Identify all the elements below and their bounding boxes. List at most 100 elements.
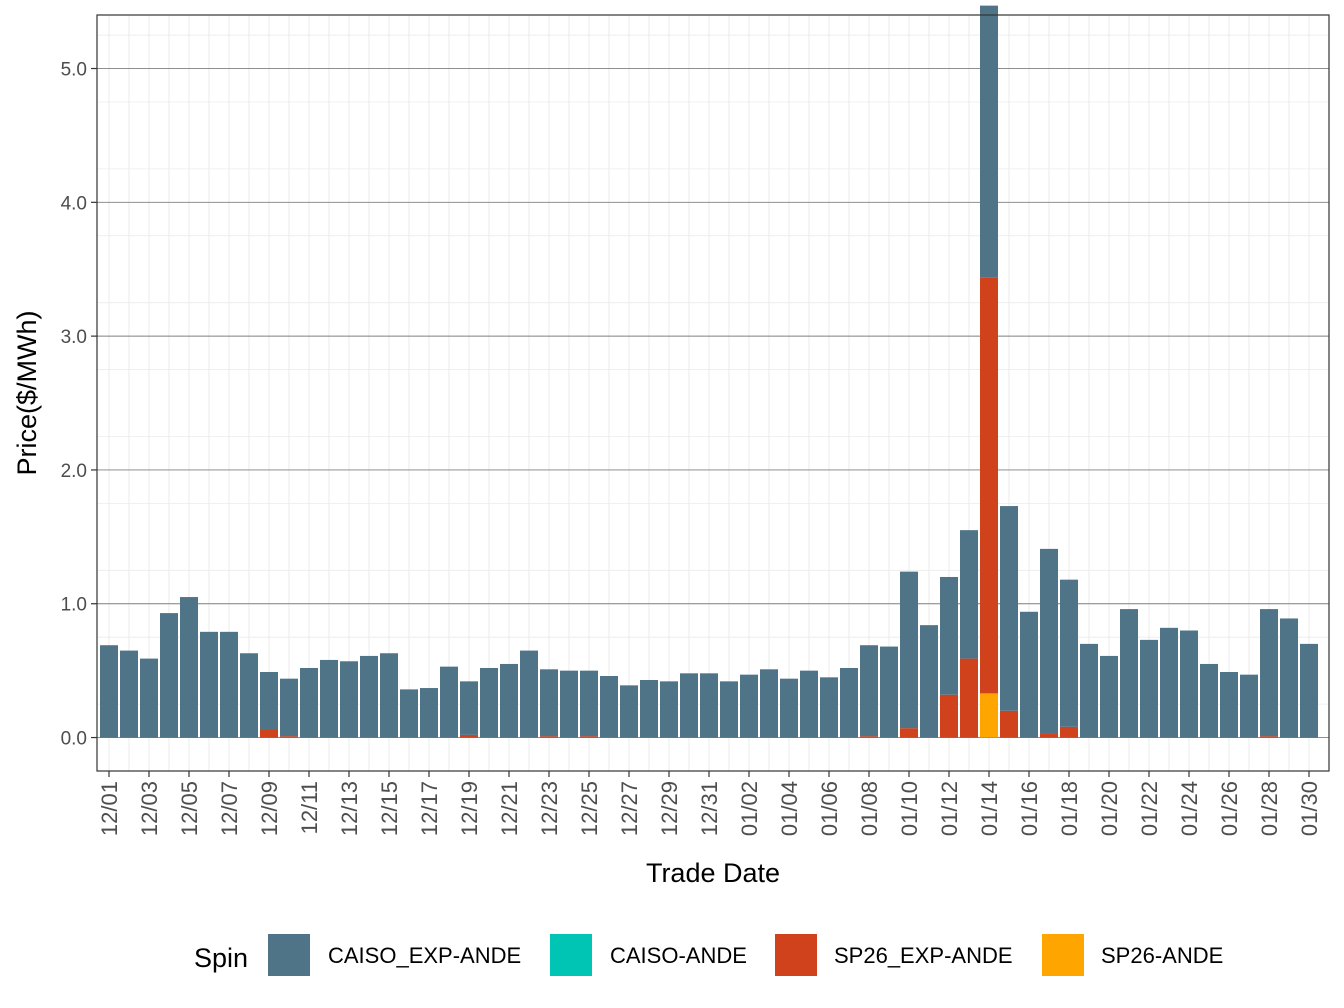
legend-key [550,934,592,976]
bar-segment [800,670,818,738]
y-axis: 0.0 1.0 2.0 3.0 4.0 5.0 [61,60,97,750]
x-tick-label: 01/22 [1137,781,1162,836]
x-tick-label: 01/10 [897,781,922,836]
bar-segment [580,736,598,738]
bar-segment [920,625,938,738]
y-tick-label: 1.0 [61,595,87,616]
bar-segment [960,658,978,738]
bar-segment [600,675,618,738]
y-tick-label: 2.0 [61,461,87,482]
panel-border [96,14,1330,772]
bar-segment [1040,548,1058,734]
bar-segment [1120,609,1138,738]
bar-segment [280,736,298,738]
x-tick-label: 01/26 [1217,781,1242,836]
bar-segment [740,674,758,738]
x-tick-label: 12/27 [617,781,642,836]
bar-segment [240,653,258,738]
bar-segment [540,669,558,737]
bar-segment [220,631,238,738]
bar-segment [980,693,998,738]
x-tick-label: 01/28 [1257,781,1282,836]
bar-segment [1020,611,1038,738]
legend-label: SP26_EXP-ANDE [834,943,1013,968]
x-tick-label: 12/23 [537,781,562,836]
bar-segment [140,658,158,738]
bar-segment [980,5,998,278]
bar-segment [580,670,598,737]
bar-segment [1260,609,1278,737]
x-tick-label: 12/03 [137,781,162,836]
legend: Spin CAISO_EXP-ANDE CAISO-ANDE SP26_EXP-AN… [194,934,1223,976]
legend-title: Spin [194,943,248,973]
bar-segment [260,671,278,730]
bar-segment [1300,643,1318,738]
x-tick-label: 12/17 [417,781,442,836]
bar-segment [1240,674,1258,738]
legend-label: CAISO-ANDE [610,943,747,968]
bar-segment [340,661,358,738]
x-tick-label: 12/19 [457,781,482,836]
bar-segment [660,681,678,738]
bar-segment [980,277,998,694]
x-tick-label: 01/16 [1017,781,1042,836]
bar-segment [1160,627,1178,738]
x-tick-label: 01/12 [937,781,962,836]
x-axis-title: Trade Date [646,858,780,888]
bar-segment [940,576,958,695]
bar-segment [900,728,918,738]
bar-segment [480,667,498,738]
bar-segment [1200,663,1218,738]
bar-segment [1040,733,1058,738]
bar-segment [460,681,478,735]
x-tick-label: 12/07 [217,781,242,836]
x-tick-label: 01/02 [737,781,762,836]
bar-segment [860,645,878,737]
bar-segment [1260,736,1278,738]
bar-segment [440,666,458,738]
y-tick-label: 5.0 [61,60,87,81]
x-tick-label: 01/20 [1097,781,1122,836]
bar-segment [1280,618,1298,738]
x-tick-label: 01/30 [1297,781,1322,836]
bar-segment [1100,655,1118,738]
x-axis: 12/01 12/03 12/05 12/07 12/09 12/11 12/13 12/15… [97,771,1322,836]
legend-label: CAISO_EXP-ANDE [328,943,521,968]
bar-segment [400,689,418,738]
x-tick-label: 01/04 [777,781,802,836]
x-tick-label: 01/24 [1177,781,1202,836]
x-tick-label: 12/01 [97,781,122,836]
bar-segment [1060,579,1078,727]
x-tick-label: 12/21 [497,781,522,836]
bar-segment [1080,643,1098,738]
x-tick-label: 12/11 [297,781,322,834]
bar-segment [880,646,898,738]
y-axis-title: Price($/MWh) [12,310,42,475]
bar-segment [700,673,718,738]
bar-segment [540,736,558,738]
bar-segment [1220,671,1238,738]
bar-segment [620,685,638,738]
legend-key [268,934,310,976]
x-tick-label: 01/06 [817,781,842,836]
bar-segment [100,645,118,738]
bar-segment [720,681,738,738]
bar-segment [420,688,438,738]
y-tick-label: 4.0 [61,193,87,214]
bar-segment [900,571,918,729]
bar-segment [520,650,538,738]
bar-segment [120,650,138,738]
x-tick-label: 01/18 [1057,781,1082,836]
legend-key [1042,934,1084,976]
bar-segment [640,680,658,738]
x-tick-label: 01/08 [857,781,882,836]
legend-label: SP26-ANDE [1101,943,1223,968]
bar-segment [780,678,798,738]
x-tick-label: 12/31 [697,781,722,836]
bar-segment [180,597,198,738]
bar-segment [1180,630,1198,738]
x-tick-label: 12/15 [377,781,402,836]
x-tick-label: 12/09 [257,781,282,836]
bar-segment [560,670,578,738]
